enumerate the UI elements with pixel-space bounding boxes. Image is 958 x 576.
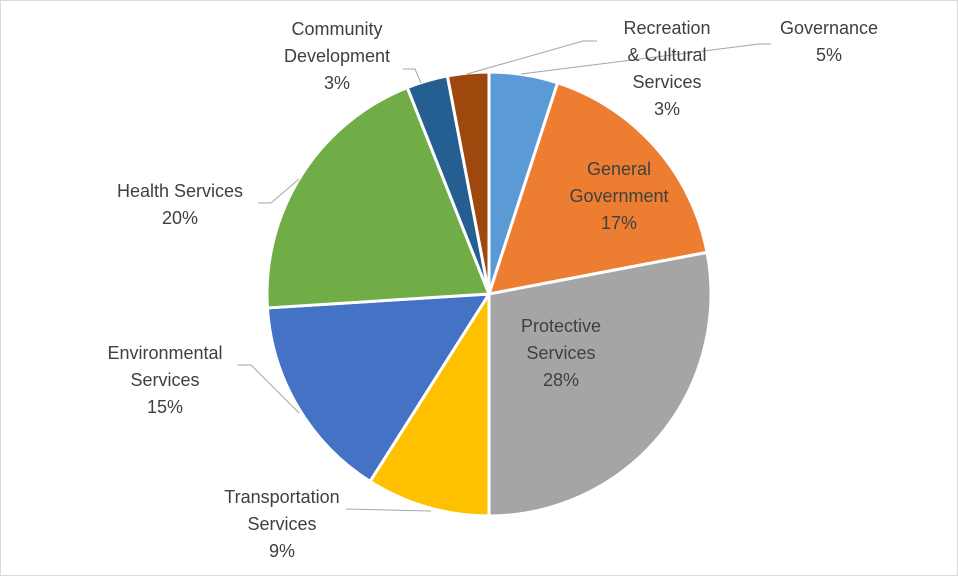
slice-percent: 15% bbox=[147, 397, 183, 417]
slice-label: Recreation & Cultural Services 3% bbox=[623, 18, 710, 119]
pie-slice bbox=[487, 250, 713, 518]
leader-line bbox=[520, 43, 771, 75]
slice-percent: 20% bbox=[162, 208, 198, 228]
leader-line bbox=[403, 68, 422, 84]
slice-name: Transportation bbox=[224, 487, 339, 507]
leader-lines bbox=[237, 40, 771, 512]
slice-label: General Government 17% bbox=[569, 159, 668, 233]
slice-label: Community Development 3% bbox=[284, 19, 390, 93]
slice-name: Services bbox=[247, 514, 316, 534]
slice-name: Services bbox=[130, 370, 199, 390]
slice-name: & Cultural bbox=[627, 45, 706, 65]
slice-labels: Governance 5% General Government 17% Protecti… bbox=[107, 18, 878, 561]
slice-name: Government bbox=[569, 186, 668, 206]
slice-percent: 3% bbox=[324, 73, 350, 93]
pie-slice bbox=[445, 70, 491, 296]
slice-name: Community bbox=[291, 19, 382, 39]
leader-line bbox=[258, 178, 300, 204]
slice-name: Services bbox=[632, 72, 701, 92]
slice-name: Environmental bbox=[107, 343, 222, 363]
slice-name: General bbox=[587, 159, 651, 179]
slice-percent: 3% bbox=[654, 99, 680, 119]
slice-percent: 5% bbox=[816, 45, 842, 65]
slice-name: Protective bbox=[521, 316, 601, 336]
slice-percent: 28% bbox=[543, 370, 579, 390]
slice-label: Protective Services 28% bbox=[521, 316, 601, 390]
slice-name: Health Services bbox=[117, 181, 243, 201]
slice-label: Health Services 20% bbox=[117, 181, 243, 228]
slice-name: Services bbox=[526, 343, 595, 363]
leader-line bbox=[237, 364, 300, 414]
slice-name: Development bbox=[284, 46, 390, 66]
slice-percent: 17% bbox=[601, 213, 637, 233]
slice-label: Transportation Services 9% bbox=[224, 487, 339, 561]
pie-slice bbox=[265, 86, 491, 310]
leader-line bbox=[466, 40, 597, 75]
slice-label: Environmental Services 15% bbox=[107, 343, 222, 417]
pie-slice bbox=[487, 81, 709, 296]
pie-slices bbox=[265, 70, 713, 518]
leader-line bbox=[345, 508, 432, 512]
pie-slice bbox=[265, 292, 491, 483]
slice-name: Recreation bbox=[623, 18, 710, 38]
slice-label: Governance 5% bbox=[780, 18, 878, 65]
slice-percent: 9% bbox=[269, 541, 295, 561]
slice-name: Governance bbox=[780, 18, 878, 38]
pie-slice bbox=[368, 292, 491, 518]
